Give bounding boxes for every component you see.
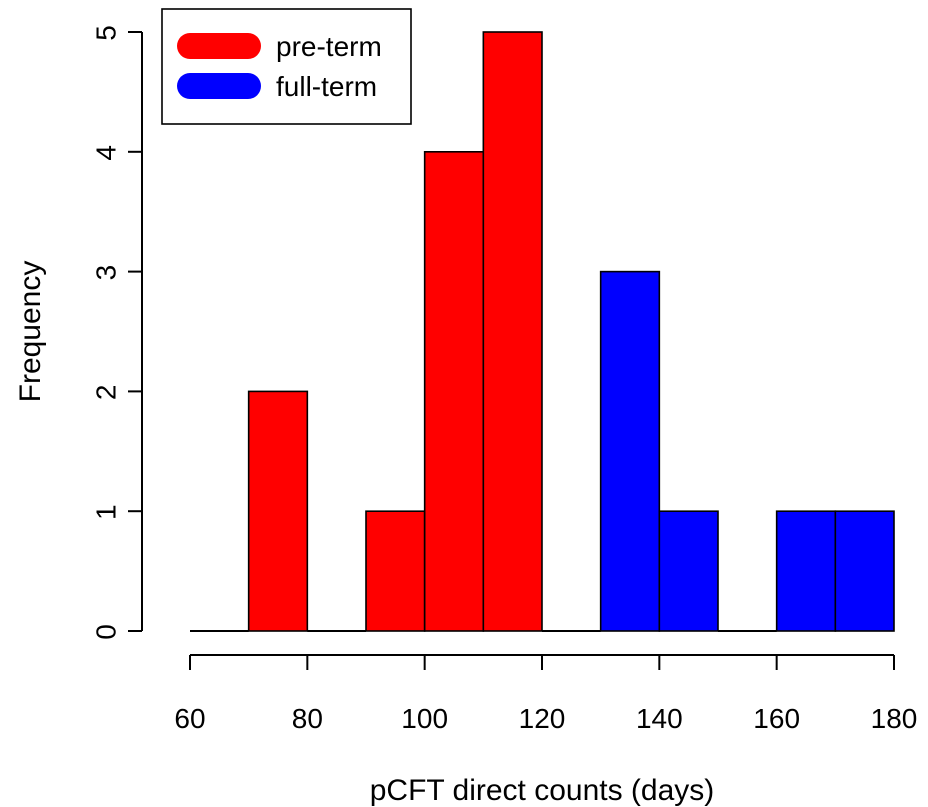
x-tick-label-140: 140 (636, 703, 683, 734)
x-axis-title: pCFT direct counts (days) (370, 774, 715, 807)
x-axis: 60 80 100 120 140 160 180 (174, 654, 918, 734)
y-tick-label-2: 2 (90, 385, 121, 401)
x-tick-label-100: 100 (401, 703, 448, 734)
legend-box (161, 8, 412, 125)
y-tick-label-1: 1 (90, 504, 121, 520)
bar-full-term-160-170 (775, 510, 837, 632)
y-tick-label-5: 5 (90, 25, 121, 41)
bar-full-term-170-180 (834, 510, 895, 632)
y-tick-label-0: 0 (90, 624, 121, 640)
y-axis-title: Frequency (14, 261, 47, 403)
bar-pre-term-70-80 (247, 390, 309, 632)
x-tick-label-180: 180 (871, 703, 918, 734)
bar-pre-term-100-110 (423, 151, 485, 632)
y-axis: 0 1 2 3 4 5 (90, 25, 143, 640)
x-tick-label-120: 120 (519, 703, 566, 734)
legend-label-pre-term: pre-term (276, 31, 382, 62)
legend-label-full-term: full-term (276, 71, 377, 102)
legend: pre-term full-term (161, 8, 412, 125)
bar-pre-term-90-100 (365, 510, 426, 632)
bar-full-term-140-150 (658, 510, 719, 632)
bar-pre-term-110-120 (482, 31, 543, 632)
x-tick-label-60: 60 (174, 703, 205, 734)
y-tick-label-3: 3 (90, 265, 121, 281)
x-tick-label-80: 80 (292, 703, 323, 734)
bars-layer (247, 31, 895, 632)
y-tick-label-4: 4 (90, 145, 121, 161)
bar-full-term-130-140 (599, 270, 661, 632)
x-tick-label-160: 160 (753, 703, 800, 734)
